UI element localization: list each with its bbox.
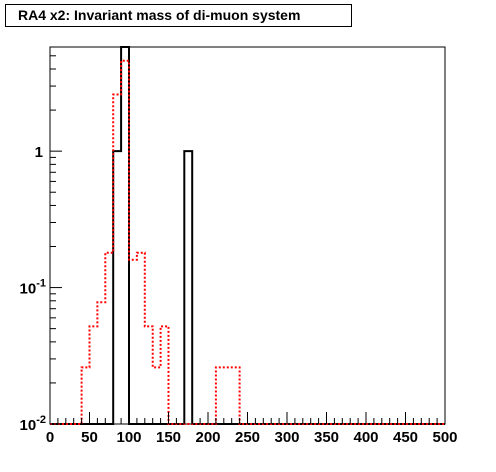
series-1-bin-9 [153,367,161,424]
x-tick-label: 250 [235,429,260,446]
x-tick-label: 450 [393,429,418,446]
series-1-bin-7 [137,253,145,424]
series-1-bin-2 [97,302,105,424]
chart-title: RA4 x2: Invariant mass of di-muon system [5,4,352,27]
series-layer [50,46,445,425]
series-1-bin-1 [90,326,98,424]
series-1-bin-6 [129,260,137,424]
series-1-bin-4 [113,95,121,424]
x-tick-label: 350 [314,429,339,446]
series-0-bin-1 [121,47,129,424]
y-tick-label: 10-2 [20,414,46,434]
plot-frame [49,46,446,425]
series-0-outline [50,46,445,425]
x-tick-label: 300 [274,429,299,446]
x-tick-label: 500 [432,429,457,446]
axis-layer: 0 50 100 150 200 250 300 350 400 450 500 10-2 10-1 1 [20,55,458,446]
series-1-bin-3 [105,253,113,424]
x-tick-label: 50 [81,429,98,446]
series-0 [50,46,445,425]
x-tick-label: 400 [353,429,378,446]
series-0-bin-0 [113,151,121,424]
series-1-bin-13 [232,367,240,424]
series-1-bin-8 [145,326,153,424]
series-1-bin-10 [161,326,169,424]
series-1 [50,59,445,425]
x-tick-label: 0 [46,429,54,446]
x-tick-label: 100 [116,429,141,446]
y-tick-label: 10-1 [20,278,46,298]
series-1-bin-12 [224,367,232,424]
series-1-bin-11 [216,367,224,424]
x-tick-label: 150 [156,429,181,446]
series-0-bin-2 [184,151,192,424]
y-tick-label: 1 [35,144,43,161]
series-1-bin-5 [121,61,129,424]
x-tick-label: 200 [195,429,220,446]
series-1-outline [50,59,445,425]
series-1-bin-0 [82,367,90,424]
